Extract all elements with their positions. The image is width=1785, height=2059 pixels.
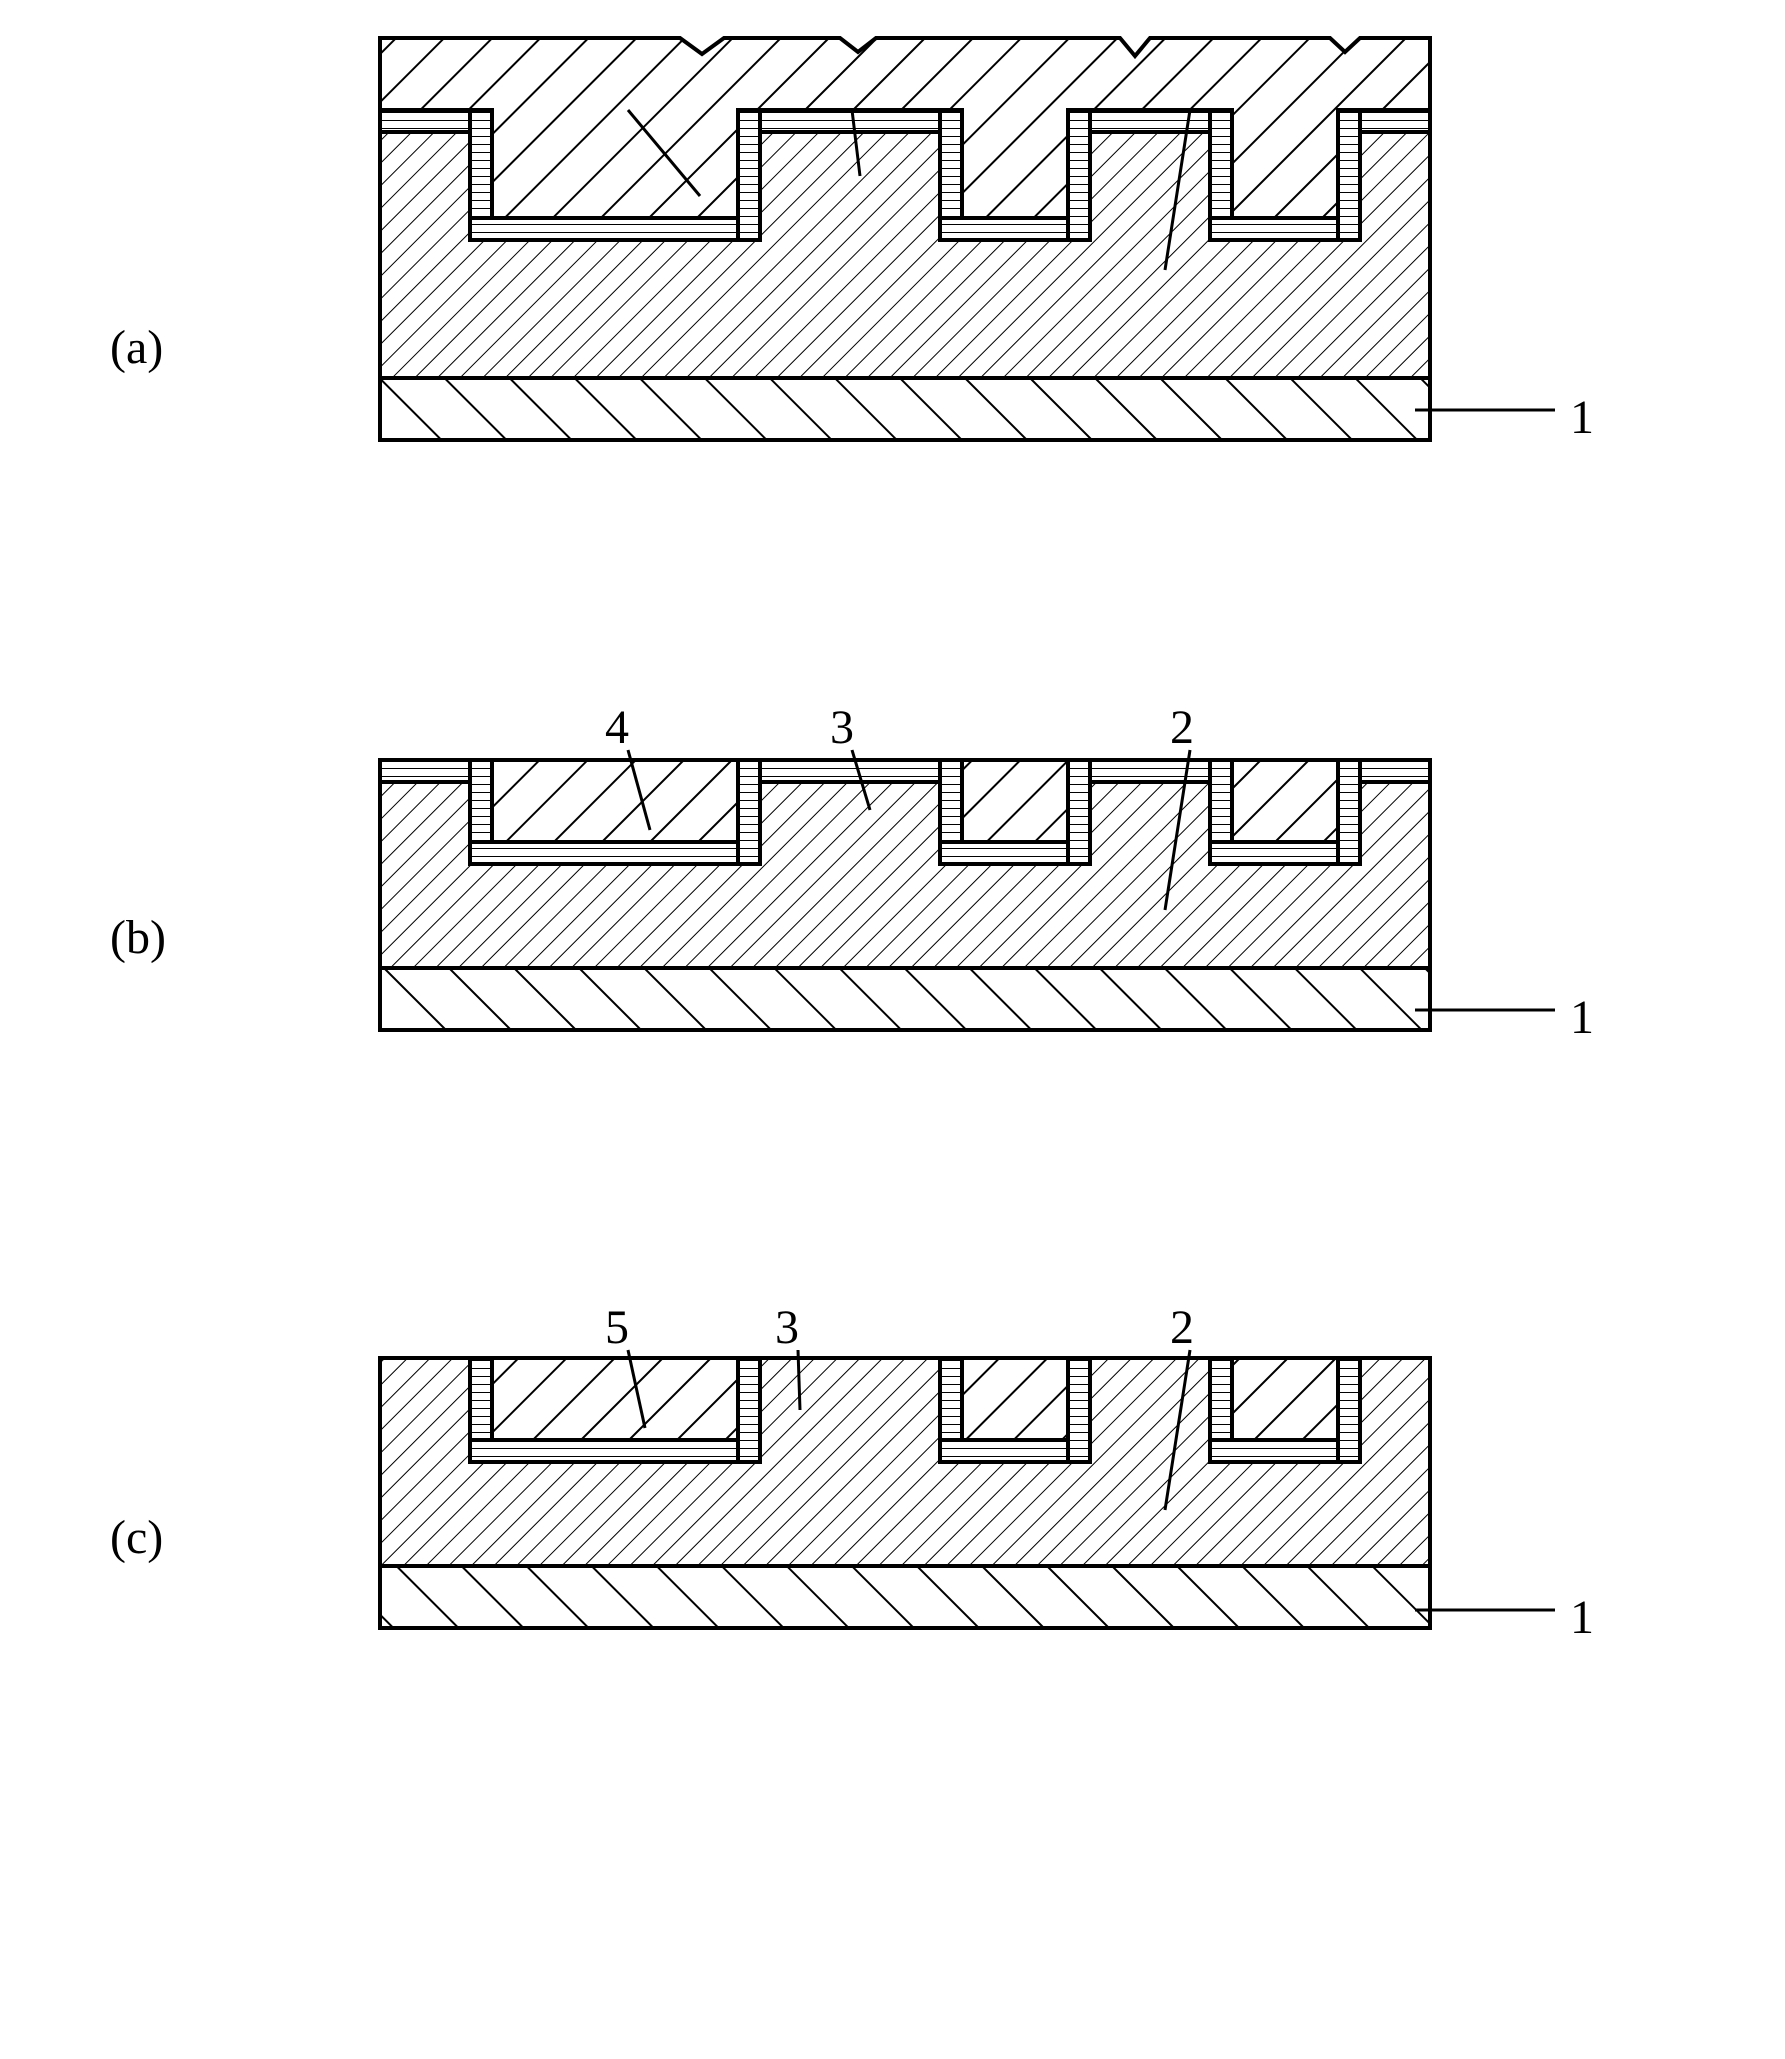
figure-page: (a) (b) (c) 4 3 2 1 4 3 2 1 5 3 2 1 xyxy=(0,0,1785,2059)
cross-section-drawing xyxy=(0,0,1785,2059)
